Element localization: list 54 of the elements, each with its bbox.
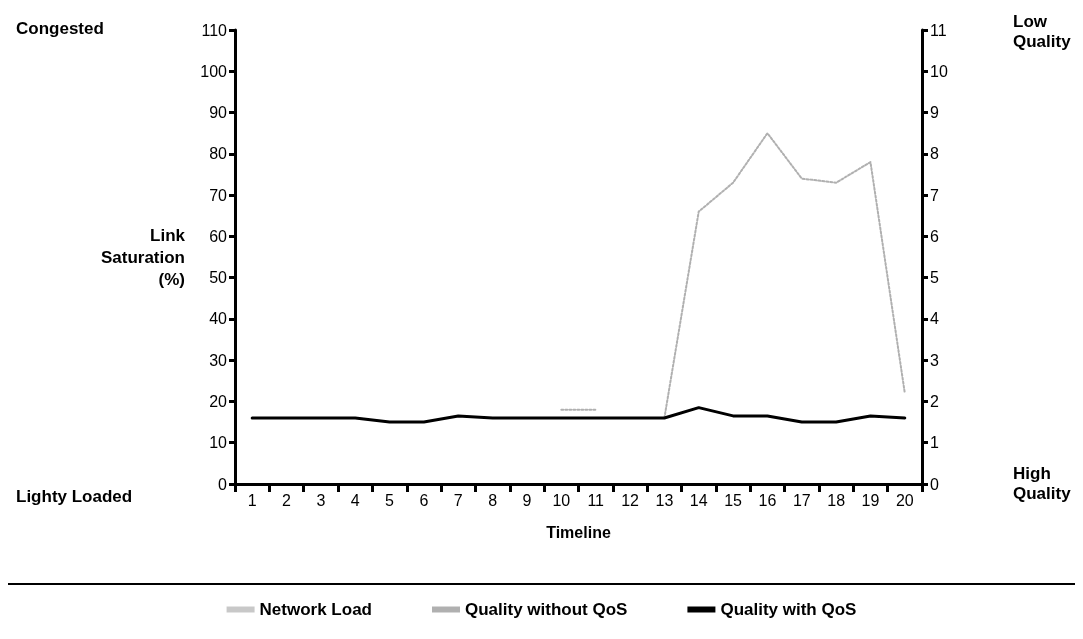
y-tick-label: 80 [209,145,228,163]
x-tick-label: 4 [350,491,360,509]
x-tick-label: 17 [792,491,811,509]
x-tick-label: 12 [621,491,640,509]
x-tick-label: 18 [827,491,846,509]
y2-tick-label: 3 [930,351,939,369]
x-tick-label: 6 [419,491,429,509]
y2-tick-label: 4 [930,310,939,328]
text: Congested [16,18,104,38]
y-tick-label: 0 [218,475,228,493]
y2-tick-label: 2 [930,392,939,410]
x-tick-label: 13 [655,491,674,509]
legend-label: Quality with QoS [720,600,857,619]
y2-tick-label: 6 [930,227,939,245]
y2-tick-label: 11 [930,21,947,39]
x-tick-label: 19 [861,491,880,509]
text: Lighty Loaded [16,486,133,506]
x-tick-label: 8 [488,491,498,509]
y-tick-label: 30 [209,351,228,369]
y2-tick-label: 5 [930,269,939,287]
x-tick-label: 14 [689,491,708,509]
y-tick-label: 70 [209,186,228,204]
x-axis-title: Timeline [546,523,611,541]
legend-label: Quality without QoS [464,600,628,619]
y-tick-label: 40 [209,310,228,328]
line-series [250,406,907,424]
x-tick-label: 16 [758,491,777,509]
legend-label: Network Load [259,600,372,619]
x-tick-label: 10 [552,491,571,509]
y-tick-label: 90 [209,104,228,122]
x-tick-label: 2 [282,491,292,509]
y-tick-label: 110 [201,21,228,39]
x-tick-label: 11 [587,491,605,509]
y-axis-title: Link Saturation (%) [100,225,186,289]
y2-tick-label: 8 [930,145,939,163]
y2-tick-label: 10 [930,62,948,80]
x-tick-label: 15 [724,491,743,509]
y-tick-label: 10 [209,434,228,452]
y2-tick-label: 7 [930,186,939,204]
y2-tick-label: 1 [930,434,939,452]
y2-tick-label: 9 [930,104,939,122]
text: High Quality [1013,463,1072,503]
x-tick-label: 3 [316,491,326,509]
y2-tick-label: 0 [930,475,939,493]
y-tick-label: 20 [209,392,228,410]
x-tick-label: 9 [522,491,532,509]
text: Low Quality [1013,11,1072,51]
y-tick-label: 100 [200,62,228,80]
y-tick-label: 60 [209,227,228,245]
x-tick-label: 20 [895,491,914,509]
x-tick-label: 5 [385,491,395,509]
y-tick-label: 50 [209,269,228,287]
x-tick-label: 7 [453,491,463,509]
x-tick-label: 1 [247,491,257,509]
